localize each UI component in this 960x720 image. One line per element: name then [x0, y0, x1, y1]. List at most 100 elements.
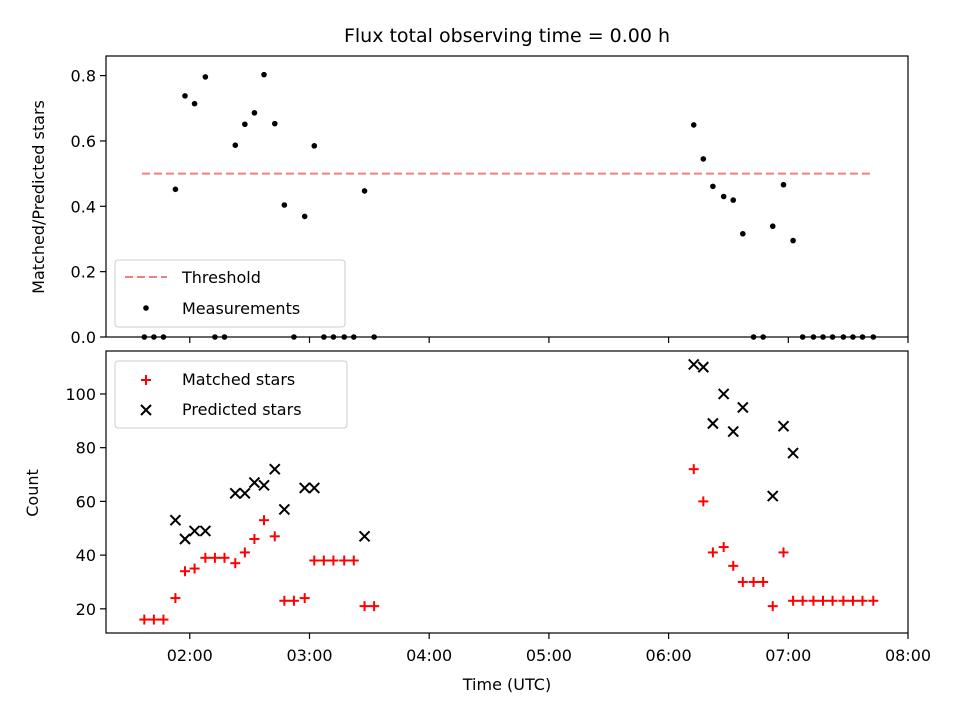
- legend-threshold-label: Threshold: [181, 268, 261, 287]
- matched-star-point: [348, 555, 359, 566]
- matched-star-point: [767, 601, 778, 612]
- matched-star-point: [299, 593, 310, 604]
- bottom-y-tick-label: 40: [76, 546, 96, 565]
- legend-measurements-label: Measurements: [182, 299, 300, 318]
- measurement-point: [301, 213, 308, 220]
- predicted-star-point: [258, 479, 270, 491]
- matched-star-point: [328, 555, 339, 566]
- matched-star-point: [170, 593, 181, 604]
- predicted-star-point: [737, 401, 749, 414]
- x-tick-label: 08:00: [885, 646, 931, 665]
- matched-star-point: [728, 560, 739, 571]
- top-y-tick-label: 0.4: [71, 197, 96, 216]
- x-tick-label: 05:00: [526, 646, 572, 665]
- top-y-tick-label: 0.2: [71, 263, 96, 282]
- bottom-y-axis-label: Count: [23, 469, 42, 517]
- measurement-point: [261, 71, 267, 78]
- predicted-star-point: [248, 476, 261, 489]
- matched-star-point: [688, 464, 699, 475]
- predicted-star-point: [697, 361, 710, 373]
- matched-star-point: [847, 595, 858, 606]
- bottom-y-tick-label: 100: [65, 385, 96, 404]
- bottom-legend: Matched stars Predicted stars: [114, 360, 348, 429]
- x-tick-label: 03:00: [286, 646, 332, 665]
- measurement-point: [700, 156, 707, 162]
- measurement-point: [780, 181, 787, 188]
- predicted-star-point: [707, 417, 719, 430]
- matched-star-point: [758, 576, 769, 587]
- predicted-star-point: [179, 533, 191, 545]
- matched-star-point: [239, 547, 250, 558]
- matched-star-point: [827, 595, 838, 606]
- measurement-point: [172, 186, 179, 193]
- matched-star-point: [369, 601, 380, 612]
- predicted-star-point: [188, 525, 201, 537]
- matched-star-point: [359, 601, 370, 612]
- matched-star-point: [309, 555, 320, 566]
- predicted-star-point: [169, 514, 182, 526]
- predicted-star-point: [358, 530, 371, 543]
- measurement-point: [790, 237, 796, 244]
- matched-star-point: [259, 515, 270, 526]
- matched-star-point: [200, 552, 211, 563]
- matched-star-point: [707, 547, 718, 558]
- matched-star-point: [698, 496, 709, 507]
- matched-star-point: [158, 614, 169, 625]
- x-tick-label: 02:00: [167, 646, 213, 665]
- matched-star-point: [288, 595, 299, 606]
- measurement-point: [251, 110, 258, 116]
- matched-star-point: [339, 555, 350, 566]
- matched-star-point: [778, 547, 789, 558]
- bottom-legend-box: [114, 360, 348, 429]
- legend-matched-swatch: [141, 375, 151, 385]
- top-y-tick-label: 0.6: [71, 132, 96, 151]
- x-tick-label: 06:00: [646, 646, 692, 665]
- matched-star-point: [269, 531, 280, 542]
- predicted-star-point: [239, 487, 251, 500]
- legend-matched-label: Matched stars: [182, 370, 295, 389]
- bottom-plot-frame: [105, 350, 909, 634]
- top-panel: Flux total observing time = 0.00 h Match…: [29, 25, 909, 347]
- legend-measurements-swatch: [143, 305, 149, 311]
- matched-star-point: [148, 614, 159, 625]
- measurement-point: [271, 120, 278, 127]
- matched-star-point: [139, 614, 150, 625]
- measurement-point: [720, 193, 727, 200]
- matched-star-point: [230, 558, 241, 569]
- matched-star-point: [797, 595, 808, 606]
- predicted-star-point: [308, 482, 320, 494]
- top-y-tick-label: 0.0: [71, 328, 96, 347]
- top-y-tick-label: 0.8: [71, 67, 96, 86]
- top-plot-frame: [105, 55, 909, 338]
- matched-star-point: [180, 566, 191, 577]
- measurement-point: [690, 122, 697, 128]
- predicted-star-point: [229, 487, 241, 500]
- measurement-point: [191, 100, 198, 107]
- matched-star-point: [718, 542, 729, 553]
- predicted-star-point: [278, 503, 291, 516]
- x-tick-label: 07:00: [765, 646, 811, 665]
- matched-star-point: [857, 595, 868, 606]
- chart-title: Flux total observing time = 0.00 h: [344, 25, 670, 47]
- matched-star-point: [209, 552, 220, 563]
- measurement-point: [182, 93, 188, 99]
- measurement-point: [730, 197, 737, 203]
- legend-predicted-swatch: [140, 404, 152, 416]
- matched-star-point: [868, 595, 879, 606]
- matched-star-point: [818, 595, 829, 606]
- predicted-star-point: [727, 425, 739, 438]
- predicted-star-point: [767, 490, 779, 502]
- predicted-star-point: [688, 358, 700, 371]
- bottom-y-tick-label: 80: [76, 439, 96, 458]
- measurement-point: [710, 183, 716, 190]
- measurement-point: [202, 74, 209, 80]
- bottom-y-tick-label: 20: [76, 600, 96, 619]
- top-y-axis-label: Matched/Predicted stars: [29, 100, 48, 294]
- predicted-star-point: [199, 525, 212, 537]
- matched-star-point: [318, 555, 329, 566]
- measurement-point: [740, 230, 746, 237]
- predicted-star-point: [717, 388, 730, 400]
- measurement-point: [242, 121, 248, 128]
- measurement-point: [769, 223, 776, 230]
